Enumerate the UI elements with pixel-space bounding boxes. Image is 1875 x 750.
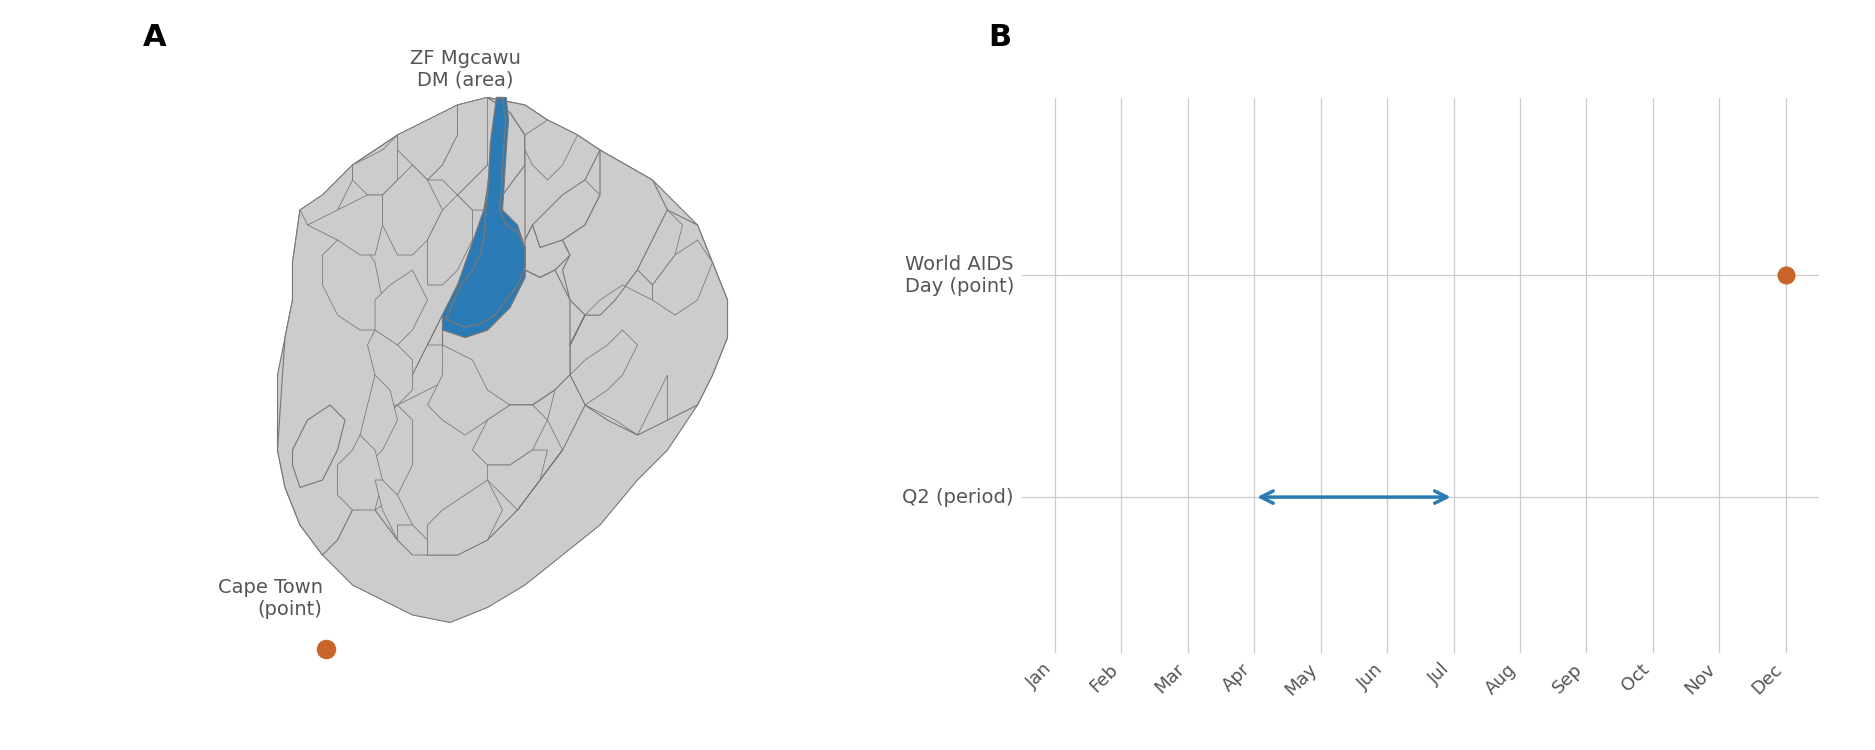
Polygon shape — [338, 435, 382, 510]
Polygon shape — [300, 98, 525, 405]
Polygon shape — [368, 405, 412, 510]
Polygon shape — [375, 270, 428, 345]
Polygon shape — [398, 525, 428, 555]
Polygon shape — [428, 195, 472, 285]
Polygon shape — [300, 165, 352, 225]
Text: World AIDS
Day (point): World AIDS Day (point) — [904, 254, 1014, 296]
Text: B: B — [988, 22, 1011, 52]
Text: ZF Mgcawu
DM (area): ZF Mgcawu DM (area) — [409, 49, 521, 90]
Text: A: A — [142, 22, 167, 52]
Polygon shape — [278, 210, 398, 555]
Polygon shape — [472, 405, 548, 465]
Polygon shape — [652, 240, 712, 315]
Polygon shape — [360, 375, 398, 465]
Polygon shape — [375, 480, 412, 555]
Polygon shape — [525, 225, 570, 278]
Polygon shape — [308, 195, 382, 255]
Polygon shape — [382, 165, 442, 255]
Polygon shape — [488, 450, 548, 510]
Polygon shape — [525, 120, 578, 180]
Text: Q2 (period): Q2 (period) — [902, 488, 1014, 506]
Polygon shape — [428, 345, 510, 435]
Polygon shape — [428, 480, 502, 555]
Polygon shape — [518, 375, 585, 510]
Polygon shape — [484, 98, 508, 210]
Polygon shape — [368, 315, 585, 555]
Polygon shape — [398, 345, 458, 405]
Polygon shape — [442, 270, 585, 405]
Polygon shape — [292, 405, 345, 488]
Polygon shape — [532, 180, 600, 248]
Polygon shape — [585, 270, 652, 315]
Polygon shape — [322, 240, 382, 330]
Text: Cape Town
(point): Cape Town (point) — [218, 578, 322, 619]
Polygon shape — [278, 98, 728, 622]
Polygon shape — [446, 98, 525, 327]
Polygon shape — [368, 330, 412, 405]
Polygon shape — [428, 98, 488, 195]
Polygon shape — [585, 375, 668, 435]
Polygon shape — [562, 150, 668, 315]
Polygon shape — [352, 135, 398, 195]
Polygon shape — [570, 210, 728, 435]
Polygon shape — [398, 105, 458, 180]
Polygon shape — [458, 165, 503, 210]
Polygon shape — [570, 330, 638, 405]
Polygon shape — [488, 98, 600, 240]
Polygon shape — [638, 210, 682, 285]
Polygon shape — [442, 210, 525, 338]
